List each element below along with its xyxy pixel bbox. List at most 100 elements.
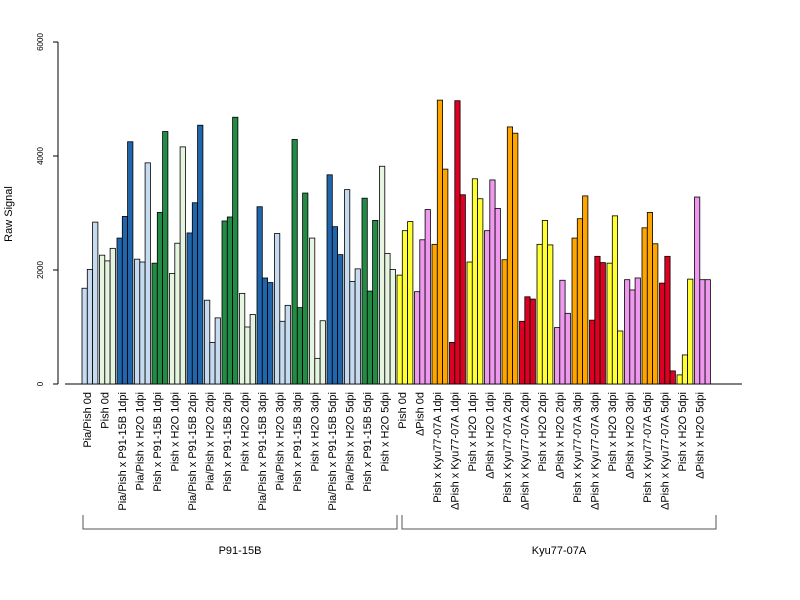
bar xyxy=(121,216,129,385)
bar xyxy=(576,218,583,385)
bar xyxy=(477,198,484,385)
y-tick-label: 0 xyxy=(36,381,45,386)
x-tick-label: Pish x H2O 3dpi xyxy=(309,392,321,471)
bar xyxy=(156,212,164,385)
bar xyxy=(99,254,106,385)
bar xyxy=(86,269,94,385)
group-bracket xyxy=(82,515,398,530)
bar xyxy=(694,196,701,385)
bar xyxy=(204,299,211,385)
bar xyxy=(424,209,431,385)
x-tick-label: Pia/Pish x H2O 2dpi xyxy=(204,392,216,490)
x-tick-label: Pia/Pish x P91-15B 1dpi xyxy=(117,392,129,511)
bar xyxy=(331,226,338,385)
y-axis-label: Raw Signal xyxy=(3,186,15,242)
x-tick-label: Pish x H2O 1dpi xyxy=(169,392,181,471)
bar xyxy=(646,212,653,385)
bar xyxy=(326,174,333,385)
bar xyxy=(571,237,578,385)
bar xyxy=(454,100,461,385)
x-tick-label: Pish x H2O 1dpi xyxy=(467,392,479,471)
x-tick-label: Pia/Pish x H2O 1dpi xyxy=(134,392,146,490)
bar xyxy=(559,279,566,385)
x-tick-label: Pia/Pish 0d xyxy=(82,392,94,448)
bar xyxy=(296,307,303,385)
y-tick-label: 6000 xyxy=(36,33,45,51)
bar xyxy=(197,124,204,385)
bar xyxy=(302,192,309,385)
x-tick-label: Pish x P91-15B 1dpi xyxy=(152,392,164,492)
x-tick-label: Pish x H2O 2dpi xyxy=(537,392,549,471)
group-brackets: P91-15B Kyu77-07A xyxy=(82,515,717,557)
group-bracket xyxy=(401,515,717,530)
bar xyxy=(617,330,624,385)
bar xyxy=(519,320,526,385)
bar xyxy=(379,165,386,385)
bar xyxy=(319,320,326,385)
x-tick-label: ΔPish x Kyu77-07A 2dpi xyxy=(519,392,531,510)
x-tick-label: ΔPish x H2O 1dpi xyxy=(484,392,496,479)
bar xyxy=(267,282,274,385)
bar xyxy=(162,131,169,385)
bar xyxy=(634,277,641,385)
bar xyxy=(372,220,379,385)
bar xyxy=(676,374,683,385)
bar xyxy=(244,326,251,385)
bar xyxy=(419,239,426,385)
group-label: Kyu77-07A xyxy=(532,545,587,557)
bar xyxy=(109,247,116,385)
bar xyxy=(396,274,403,385)
bar xyxy=(361,197,368,385)
bar xyxy=(186,232,193,385)
bar xyxy=(547,244,554,385)
bar xyxy=(414,291,421,385)
x-tick-label: Pish x H2O 3dpi xyxy=(607,392,619,471)
bar xyxy=(169,273,176,385)
bar xyxy=(274,233,281,385)
bar xyxy=(209,341,216,385)
x-tick-label: Pish x P91-15B 2dpi xyxy=(222,392,234,492)
bar xyxy=(629,289,636,385)
x-tick-label: Pia/Pish x P91-15B 2dpi xyxy=(187,392,199,511)
bar xyxy=(431,243,438,385)
y-axis: 0 2000 4000 6000 xyxy=(36,33,59,386)
bar xyxy=(606,262,613,385)
x-tick-label: Pish x P91-15B 3dpi xyxy=(292,392,304,492)
x-tick-label: Pish x H2O 2dpi xyxy=(239,392,251,471)
bar xyxy=(484,230,491,385)
bar xyxy=(232,116,239,385)
bar xyxy=(191,202,199,385)
bar xyxy=(652,243,659,385)
bar xyxy=(279,320,286,385)
x-tick-label: ΔPish x Kyu77-07A 3dpi xyxy=(589,392,601,510)
x-tick-label: Pish 0d xyxy=(397,392,409,429)
x-tick-label: Pia/Pish x H2O 3dpi xyxy=(274,392,286,490)
bar xyxy=(249,314,256,385)
bar xyxy=(459,194,466,385)
bar xyxy=(407,221,414,385)
bar xyxy=(389,269,396,385)
bar xyxy=(239,292,246,385)
category-labels: Pia/Pish 0d Pish 0d Pia/Pish x P91-15B 1dp… xyxy=(82,392,707,511)
bar xyxy=(284,304,291,385)
bar xyxy=(401,230,408,385)
bar xyxy=(466,261,473,385)
bar xyxy=(309,237,316,385)
x-tick-label: Pish x Kyu77-07A 2dpi xyxy=(502,392,514,503)
bar xyxy=(611,215,618,385)
bar xyxy=(681,354,688,385)
bar xyxy=(554,327,561,385)
x-tick-label: ΔPish x H2O 2dpi xyxy=(554,392,566,479)
bar xyxy=(624,279,631,385)
bar xyxy=(594,255,601,385)
x-tick-label: Pish x Kyu77-07A 5dpi xyxy=(642,392,654,503)
bar xyxy=(92,221,99,385)
x-tick-label: Pish x H2O 5dpi xyxy=(379,392,391,471)
bar xyxy=(354,268,361,385)
bar xyxy=(81,287,88,385)
bar xyxy=(344,189,351,385)
x-tick-label: Pish x Kyu77-07A 3dpi xyxy=(572,392,584,503)
bar xyxy=(384,253,391,385)
bar xyxy=(501,259,508,385)
